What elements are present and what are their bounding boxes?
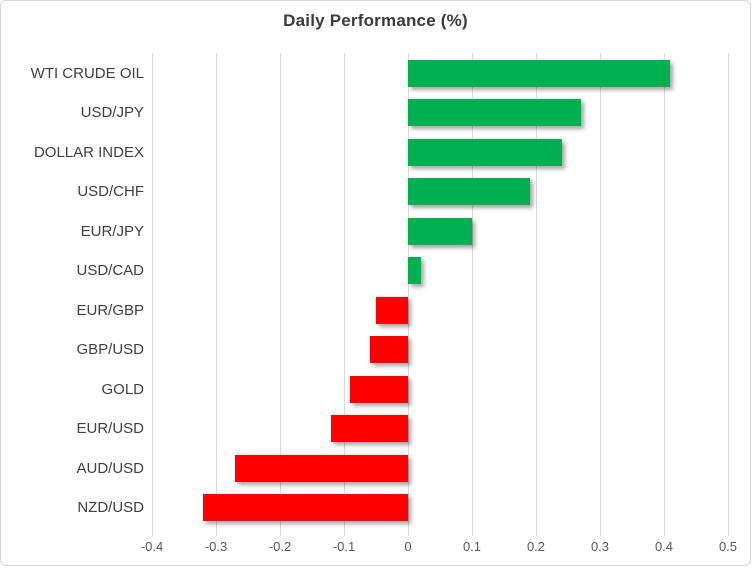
category-label: USD/CAD: [76, 262, 144, 280]
chart-title: Daily Performance (%): [283, 11, 468, 30]
bar-negative: [369, 336, 408, 364]
category-label: WTI CRUDE OIL: [30, 64, 144, 82]
x-axis-tick-label: -0.3: [204, 539, 228, 554]
category-label: NZD/USD: [77, 499, 144, 517]
bar-negative: [203, 494, 408, 522]
bar-positive: [408, 217, 472, 245]
gridline: [344, 53, 345, 536]
category-label: EUR/JPY: [80, 222, 144, 240]
x-axis-tick-label: 0.5: [718, 539, 738, 554]
category-label: USD/CHF: [77, 183, 144, 201]
bar-negative: [376, 296, 408, 324]
bar-negative: [331, 415, 408, 443]
gridline: [664, 53, 665, 536]
category-label: EUR/GBP: [76, 301, 144, 319]
bar-positive: [408, 138, 562, 166]
gridline: [728, 53, 729, 536]
x-axis-tick-label: -0.4: [140, 539, 164, 554]
bar-negative: [235, 454, 408, 482]
gridline: [408, 53, 409, 536]
bar-negative: [350, 375, 408, 403]
x-axis-tick-label: 0: [404, 539, 412, 554]
bar-positive: [408, 59, 671, 87]
category-label: AUD/USD: [76, 459, 144, 477]
gridline: [472, 53, 473, 536]
category-label: EUR/USD: [76, 420, 144, 438]
gridline: [536, 53, 537, 536]
gridline: [152, 53, 153, 536]
x-axis-tick-label: -0.2: [268, 539, 292, 554]
x-axis-tick-label: -0.1: [332, 539, 356, 554]
x-axis-tick-label: 0.4: [654, 539, 674, 554]
category-label: USD/JPY: [80, 104, 144, 122]
category-label: GOLD: [101, 380, 144, 398]
bar-positive: [408, 257, 421, 285]
x-axis-tick-label: 0.2: [526, 539, 546, 554]
bar-positive: [408, 178, 530, 206]
gridline: [280, 53, 281, 536]
category-label: GBP/USD: [76, 341, 144, 359]
bar-positive: [408, 99, 581, 127]
gridline: [216, 53, 217, 536]
category-label: DOLLAR INDEX: [33, 143, 144, 161]
x-axis-tick-label: 0.1: [462, 539, 482, 554]
gridline: [600, 53, 601, 536]
x-axis-tick-label: 0.3: [590, 539, 610, 554]
